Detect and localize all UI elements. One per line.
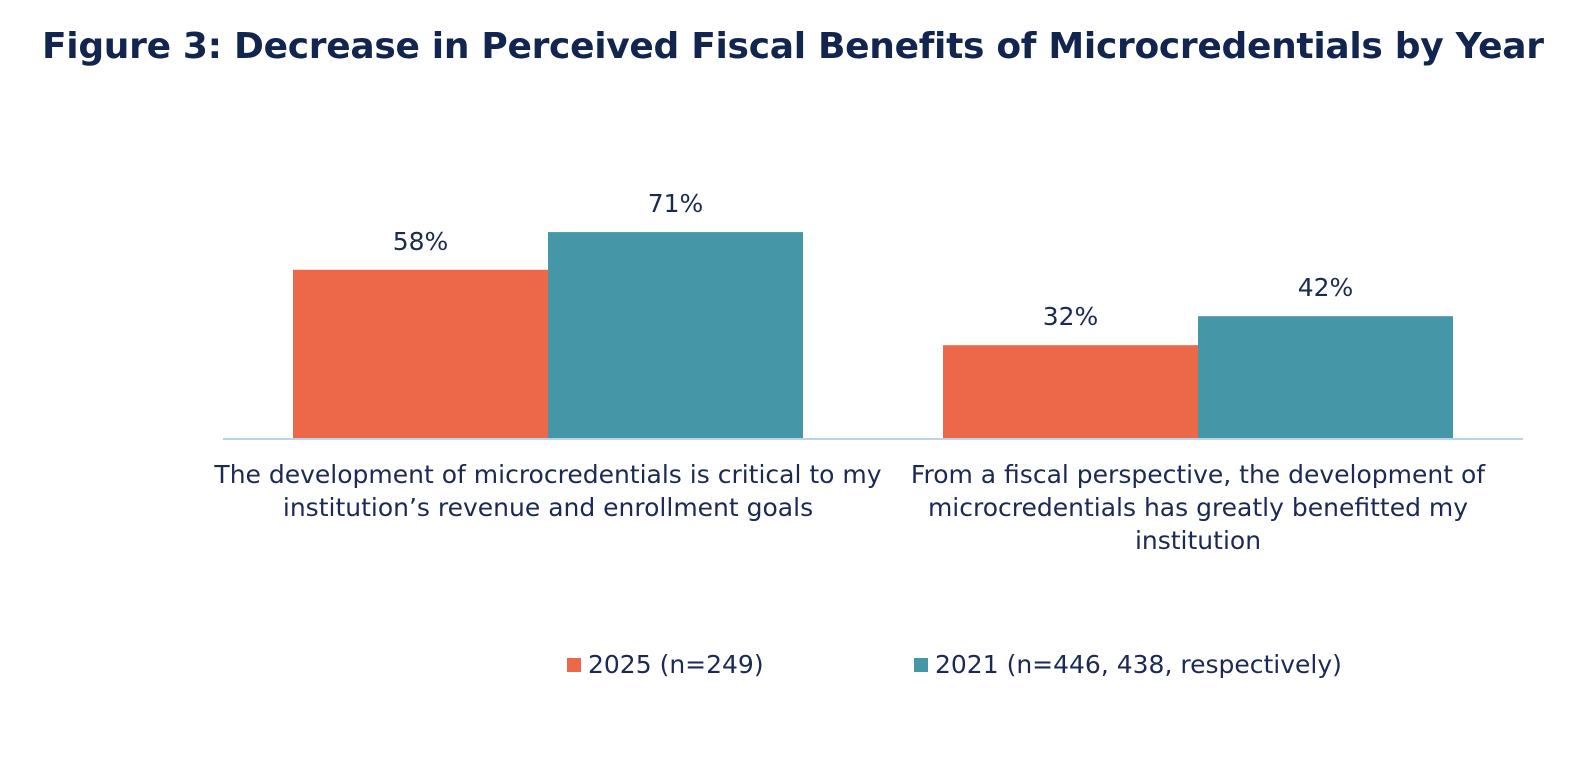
legend: 2025 (n=249) 2021 (n=446, 438, respectiv… xyxy=(0,648,1580,682)
legend-label-2025: 2025 (n=249) xyxy=(588,650,764,679)
data-label-series-0-category-0: 58% xyxy=(393,227,449,256)
legend-swatch-2025 xyxy=(567,658,581,672)
data-label-series-1-category-0: 71% xyxy=(648,189,704,218)
bar-series-1-category-0 xyxy=(548,232,803,438)
bar-series-1-category-1 xyxy=(1198,316,1453,438)
category-label-1: From a fiscal perspective, the developme… xyxy=(910,460,1486,555)
chart-title: Figure 3: Decrease in Perceived Fiscal B… xyxy=(42,26,1544,67)
legend-label-2021: 2021 (n=446, 438, respectively) xyxy=(935,650,1342,679)
legend-item-2021: 2021 (n=446, 438, respectively) xyxy=(914,648,1342,682)
legend-item-2025: 2025 (n=249) xyxy=(567,648,764,682)
data-label-series-1-category-1: 42% xyxy=(1298,273,1354,302)
legend-swatch-2021 xyxy=(914,658,928,672)
bar-series-0-category-1 xyxy=(943,345,1198,438)
bar-series-0-category-0 xyxy=(293,269,548,438)
data-label-series-0-category-1: 32% xyxy=(1043,302,1099,331)
category-label-0: The development of microcredentials is c… xyxy=(214,460,882,522)
